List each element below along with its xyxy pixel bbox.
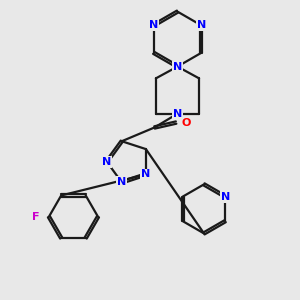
Text: N: N bbox=[102, 157, 111, 167]
Text: N: N bbox=[220, 192, 230, 202]
Text: N: N bbox=[141, 169, 151, 179]
Text: N: N bbox=[117, 177, 126, 187]
Text: N: N bbox=[173, 61, 182, 72]
Text: N: N bbox=[173, 109, 182, 119]
Text: F: F bbox=[32, 212, 40, 222]
Text: N: N bbox=[197, 20, 206, 30]
Text: N: N bbox=[149, 20, 158, 30]
Text: O: O bbox=[181, 118, 190, 128]
